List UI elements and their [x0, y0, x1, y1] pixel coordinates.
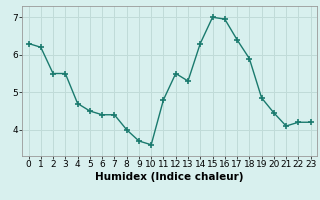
X-axis label: Humidex (Indice chaleur): Humidex (Indice chaleur): [95, 172, 244, 182]
